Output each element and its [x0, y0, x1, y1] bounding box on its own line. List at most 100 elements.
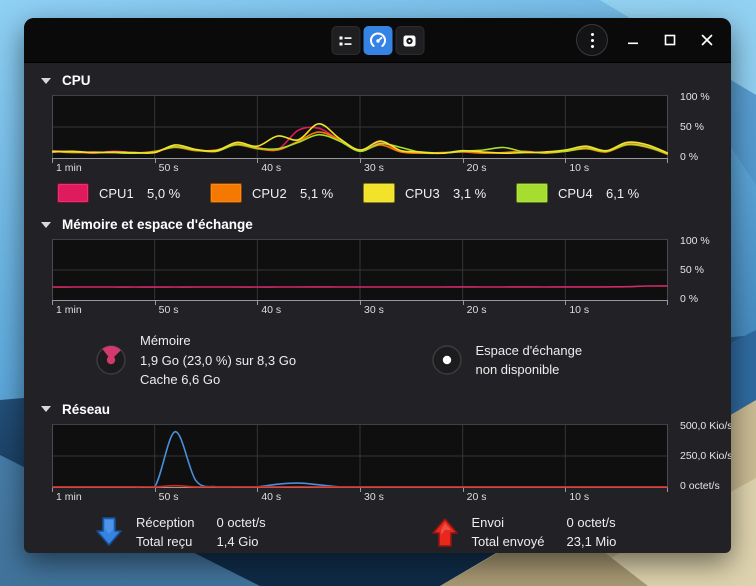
- cpu1-value: 5,0 %: [147, 185, 181, 201]
- system-monitor-window: CPU 100 % 50 % 0 % 1 min 50 s 40 s 30 s 20 s…: [24, 18, 731, 553]
- x-axis-tick: [52, 301, 53, 305]
- x-axis-tick: [154, 487, 156, 492]
- cpu3-legend-item: CPU3 3,1 %: [363, 183, 516, 203]
- network-x-axis: 1 min 50 s 40 s 30 s 20 s 10 s: [52, 487, 668, 505]
- minimize-icon: [628, 42, 638, 45]
- x-axis-tick: [257, 301, 259, 305]
- x-tick-label: 1 min: [56, 304, 82, 316]
- x-axis-tick: [565, 487, 567, 492]
- cpu3-value: 3,1 %: [453, 185, 487, 201]
- tx-label: Envoi: [471, 514, 505, 530]
- memory-text: Mémoire 1,9 Go (23,0 %) sur 8,3 Go Cache…: [140, 331, 296, 390]
- minimize-button[interactable]: [621, 28, 645, 52]
- rx-total: 1,4 Gio: [216, 534, 259, 550]
- series-mémoire: [52, 286, 668, 287]
- cpu2-label: CPU2: [252, 185, 287, 201]
- network-stats-row: Réception 0 octet/s Total reçu 1,4 Gio E…: [24, 514, 731, 551]
- cpu4-legend-item: CPU4 6,1 %: [516, 183, 669, 203]
- x-axis-tick: [667, 159, 668, 163]
- y-tick-label: 500,0 Kio/s: [680, 419, 731, 432]
- tx-total: 23,1 Mio: [566, 534, 617, 550]
- file-systems-view-button[interactable]: [395, 26, 424, 55]
- x-tick-label: 50 s: [158, 490, 179, 503]
- collapse-triangle-icon: [41, 77, 51, 84]
- x-axis-tick: [52, 159, 53, 163]
- x-tick-label: 1 min: [56, 162, 82, 174]
- rx-label: Réception: [136, 514, 195, 530]
- x-tick-label: 1 min: [56, 490, 82, 503]
- y-tick-label: 0 octet/s: [680, 479, 720, 492]
- tx-total-label: Total envoyé: [471, 534, 545, 550]
- cpu-section-title: CPU: [62, 73, 91, 88]
- cpu-history-chart: [52, 95, 668, 159]
- network-section-title: Réseau: [62, 401, 111, 417]
- y-tick-label: 50 %: [680, 121, 704, 133]
- cpu-x-axis: 1 min 50 s 40 s 30 s 20 s 10 s: [52, 159, 668, 176]
- receive-text: Réception 0 octet/s Total reçu 1,4 Gio: [136, 514, 287, 551]
- cpu1-label: CPU1: [99, 185, 134, 201]
- network-section-header[interactable]: Réseau: [24, 390, 731, 424]
- memory-y-axis: 100 % 50 % 0 %: [674, 235, 731, 305]
- memory-usage-block: Mémoire 1,9 Go (23,0 %) sur 8,3 Go Cache…: [24, 331, 378, 390]
- memory-cache: Cache 6,6 Go: [140, 372, 221, 387]
- maximize-button[interactable]: [658, 28, 682, 52]
- collapse-triangle-icon: [41, 221, 51, 228]
- x-axis-tick: [667, 301, 668, 305]
- process-list-icon: [339, 36, 352, 45]
- memory-info-row: Mémoire 1,9 Go (23,0 %) sur 8,3 Go Cache…: [24, 331, 731, 390]
- x-tick-label: 40 s: [261, 490, 282, 503]
- x-tick-label: 20 s: [466, 490, 487, 503]
- resources-view-button[interactable]: [363, 26, 392, 55]
- x-axis-tick: [462, 487, 464, 492]
- rx-rate: 0 octet/s: [216, 514, 266, 530]
- x-axis-tick: [257, 487, 259, 492]
- series-envoi: [52, 485, 668, 486]
- memory-value: 1,9 Go (23,0 %) sur 8,3 Go: [140, 352, 297, 368]
- send-text: Envoi 0 octet/s Total envoyé 23,1 Mio: [472, 514, 637, 551]
- upload-arrow-icon: [431, 518, 458, 547]
- y-tick-label: 0 %: [680, 151, 699, 163]
- memory-section-header[interactable]: Mémoire et espace d'échange: [24, 203, 731, 239]
- cpu1-legend-item: CPU1 5,0 %: [57, 183, 210, 203]
- close-button[interactable]: [695, 28, 719, 52]
- network-history-chart: [52, 423, 668, 488]
- x-axis-tick: [360, 301, 361, 305]
- network-receive-block: Réception 0 octet/s Total reçu 1,4 Gio: [24, 514, 378, 551]
- x-tick-label: 50 s: [158, 304, 179, 316]
- x-tick-label: 10 s: [569, 304, 590, 316]
- cpu-section-header[interactable]: CPU: [24, 65, 731, 95]
- x-axis-tick: [462, 159, 464, 163]
- y-tick-label: 100 %: [680, 235, 710, 247]
- x-axis-tick: [154, 301, 156, 305]
- maximize-icon: [664, 34, 676, 46]
- kebab-menu-icon: [590, 32, 594, 36]
- memory-x-axis: 1 min 50 s 40 s 30 s 20 s 10 s: [52, 301, 668, 318]
- processes-view-button[interactable]: [331, 26, 360, 55]
- window-controls: [576, 18, 719, 62]
- cpu4-color-swatch: [516, 183, 548, 203]
- x-axis-tick: [360, 159, 361, 163]
- network-y-axis: 500,0 Kio/s 250,0 Kio/s 0 octet/s: [674, 420, 731, 492]
- memory-section-title: Mémoire et espace d'échange: [62, 217, 253, 232]
- cpu2-color-swatch: [210, 183, 242, 203]
- titlebar[interactable]: [24, 18, 731, 63]
- x-axis-tick: [257, 159, 259, 163]
- x-tick-label: 30 s: [364, 162, 384, 174]
- memory-history-chart: [52, 239, 668, 301]
- x-axis-tick: [565, 159, 567, 163]
- memory-chart-wrap: 100 % 50 % 0 %: [52, 235, 710, 305]
- y-tick-label: 50 %: [680, 264, 704, 276]
- cpu-legend: CPU1 5,0 % CPU2 5,1 % CPU3 3,1 % CPU4 6,…: [57, 183, 669, 203]
- swap-label: Espace d'échange: [475, 342, 583, 358]
- cpu2-value: 5,1 %: [300, 185, 334, 201]
- cpu4-label: CPU4: [558, 185, 593, 201]
- x-axis-tick: [565, 301, 567, 305]
- x-tick-label: 50 s: [158, 162, 179, 174]
- primary-menu-button[interactable]: [576, 24, 608, 56]
- rx-total-label: Total reçu: [136, 534, 193, 550]
- x-axis-tick: [52, 487, 53, 492]
- cpu4-value: 6,1 %: [606, 185, 640, 201]
- x-axis-tick: [462, 301, 464, 305]
- swap-value: non disponible: [475, 362, 560, 378]
